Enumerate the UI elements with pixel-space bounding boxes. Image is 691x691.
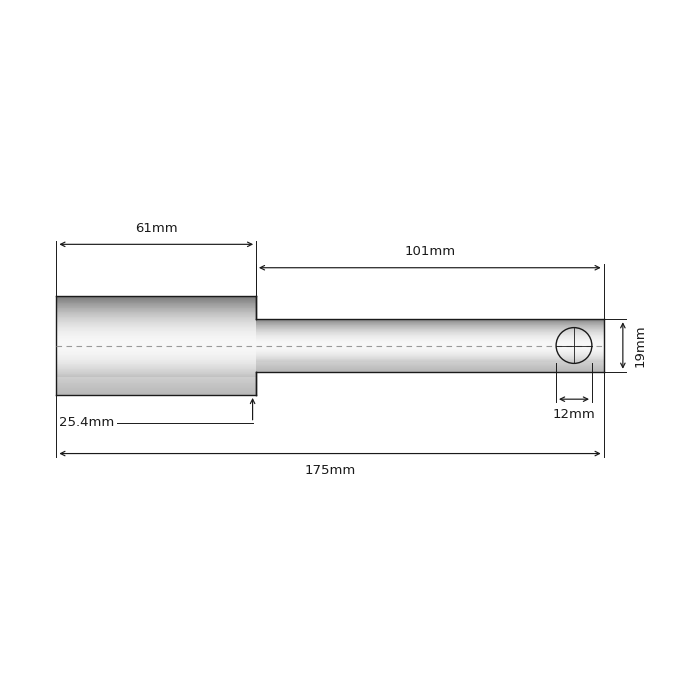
Text: 101mm: 101mm: [404, 245, 455, 258]
Bar: [57, 305, 256, 306]
Bar: [57, 306, 256, 307]
Bar: [57, 302, 256, 303]
Bar: [57, 350, 256, 351]
Bar: [57, 330, 256, 332]
Bar: [57, 315, 256, 316]
Bar: [57, 372, 256, 374]
Bar: [57, 389, 256, 390]
Text: 175mm: 175mm: [305, 464, 356, 477]
Bar: [57, 307, 256, 308]
Bar: [57, 393, 256, 395]
Bar: [57, 380, 256, 381]
Bar: [57, 359, 256, 361]
Bar: [57, 304, 256, 305]
Bar: [57, 355, 256, 357]
Text: 25.4mm: 25.4mm: [59, 416, 114, 429]
Bar: [57, 336, 256, 337]
Bar: [57, 310, 256, 311]
Bar: [57, 319, 256, 320]
Bar: [57, 387, 256, 388]
Bar: [57, 333, 256, 334]
Bar: [57, 363, 256, 364]
Bar: [57, 313, 256, 314]
Bar: [57, 379, 256, 380]
Bar: [57, 376, 256, 377]
Bar: [57, 384, 256, 385]
Bar: [57, 334, 256, 336]
Bar: [57, 364, 256, 366]
Bar: [57, 378, 256, 379]
Bar: [57, 392, 256, 393]
Bar: [57, 321, 256, 323]
Bar: [57, 344, 256, 345]
Bar: [57, 348, 256, 349]
Bar: [57, 388, 256, 389]
Bar: [57, 371, 256, 372]
Bar: [57, 346, 256, 347]
Bar: [57, 311, 256, 312]
Bar: [57, 345, 256, 346]
Bar: [57, 341, 256, 342]
Bar: [57, 361, 256, 362]
Bar: [57, 368, 256, 370]
Bar: [57, 317, 256, 319]
Bar: [57, 386, 256, 387]
Bar: [57, 349, 256, 350]
Bar: [57, 338, 256, 339]
Bar: [57, 385, 256, 386]
Bar: [57, 358, 256, 359]
Bar: [57, 324, 256, 325]
Bar: [57, 375, 256, 376]
Bar: [57, 314, 256, 315]
Bar: [57, 391, 256, 392]
Bar: [57, 308, 256, 309]
Bar: [57, 377, 256, 378]
Bar: [57, 316, 256, 317]
Text: 19mm: 19mm: [634, 324, 647, 367]
Bar: [57, 340, 256, 341]
Bar: [57, 367, 256, 368]
Bar: [57, 347, 256, 348]
Bar: [57, 352, 256, 353]
Bar: [57, 323, 256, 324]
Bar: [57, 366, 256, 367]
Bar: [57, 357, 256, 358]
Bar: [57, 343, 256, 344]
Bar: [57, 351, 256, 352]
Bar: [57, 296, 256, 298]
Bar: [57, 383, 256, 384]
Bar: [57, 303, 256, 304]
Bar: [57, 329, 256, 330]
Bar: [57, 299, 256, 300]
Bar: [57, 325, 256, 327]
Bar: [57, 332, 256, 333]
Bar: [57, 320, 256, 321]
Bar: [57, 312, 256, 313]
Bar: [57, 382, 256, 383]
Bar: [57, 353, 256, 354]
Bar: [57, 370, 256, 371]
Bar: [57, 339, 256, 340]
Bar: [57, 342, 256, 343]
Bar: [57, 309, 256, 310]
Bar: [57, 300, 256, 301]
Text: 12mm: 12mm: [553, 408, 596, 421]
Bar: [57, 374, 256, 375]
Bar: [57, 298, 256, 299]
Text: 61mm: 61mm: [135, 222, 178, 235]
Bar: [57, 362, 256, 363]
Bar: [57, 301, 256, 302]
Bar: [57, 381, 256, 382]
Bar: [57, 328, 256, 329]
Bar: [57, 327, 256, 328]
Bar: [57, 337, 256, 338]
Bar: [57, 354, 256, 355]
Bar: [57, 390, 256, 391]
